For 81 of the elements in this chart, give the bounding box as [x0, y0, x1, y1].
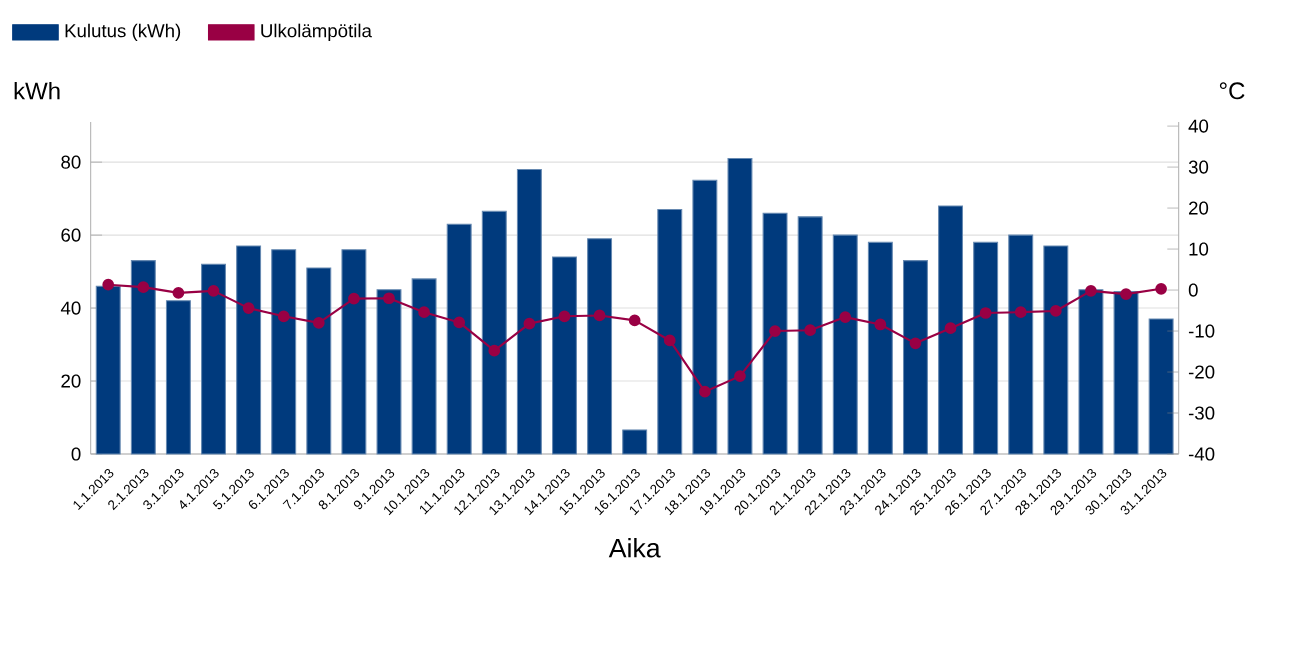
- y-axis-title: kWh: [14, 81, 60, 100]
- point: [137, 281, 150, 294]
- point: [1120, 288, 1132, 301]
- bar: [271, 249, 297, 455]
- point: [383, 292, 395, 305]
- bar: [411, 278, 437, 455]
- y2-axis-title: °C: [1219, 82, 1245, 100]
- x-axis-title: Aika: [608, 537, 661, 558]
- bar: [797, 216, 823, 455]
- y2-tick-label: 30: [1188, 160, 1209, 174]
- bar: [95, 285, 121, 455]
- bar: [902, 260, 928, 455]
- bar: [867, 241, 893, 455]
- point: [663, 334, 676, 347]
- point: [242, 302, 255, 314]
- point: [312, 316, 325, 329]
- y2-tick-label: -40: [1188, 447, 1215, 461]
- y-tick-label: 20: [61, 374, 81, 388]
- point: [979, 307, 992, 319]
- point: [804, 324, 817, 337]
- point: [207, 285, 220, 297]
- bar: [552, 256, 577, 455]
- bar: [622, 429, 648, 455]
- bar: [587, 238, 613, 455]
- bar: [1148, 318, 1174, 455]
- point: [769, 325, 781, 337]
- point: [628, 314, 641, 327]
- point: [593, 309, 606, 322]
- y-tick-label: 0: [71, 447, 81, 461]
- point: [1049, 305, 1062, 317]
- point: [1155, 282, 1167, 295]
- y2-tick-label: -10: [1188, 324, 1215, 338]
- point: [102, 278, 115, 291]
- point: [558, 310, 571, 323]
- bar: [376, 289, 402, 455]
- y-tick-label: 40: [60, 301, 81, 315]
- point: [172, 287, 185, 299]
- bar: [938, 205, 964, 455]
- y2-tick-label: 10: [1189, 242, 1209, 256]
- point: [523, 317, 536, 330]
- y2-tick-label: 20: [1189, 201, 1209, 215]
- point: [839, 311, 852, 323]
- bar: [727, 157, 753, 455]
- bar: [236, 245, 262, 455]
- point: [453, 316, 466, 329]
- y2-tick-label: 0: [1188, 283, 1198, 297]
- y2-tick-label: 40: [1188, 119, 1209, 133]
- point: [348, 292, 360, 305]
- point: [699, 385, 711, 398]
- bar: [1008, 234, 1034, 455]
- bar: [832, 234, 858, 455]
- bar: [516, 168, 542, 455]
- bar: [446, 223, 472, 455]
- bar: [1113, 291, 1139, 455]
- bar: [1043, 245, 1069, 455]
- point: [277, 310, 290, 323]
- bar: [341, 249, 367, 455]
- point: [1014, 306, 1027, 319]
- y-tick-label: 80: [61, 155, 81, 169]
- bar: [657, 209, 683, 455]
- point: [1085, 285, 1097, 297]
- bar: [165, 300, 191, 455]
- point: [874, 318, 887, 331]
- bar: [692, 179, 718, 455]
- y2-tick-label: -30: [1188, 406, 1215, 420]
- point: [488, 344, 501, 357]
- bar: [762, 212, 788, 455]
- point: [944, 322, 957, 335]
- bar: [973, 241, 999, 455]
- legend-label: Kulutus (kWh): [65, 23, 181, 42]
- point: [909, 337, 922, 350]
- bar: [306, 267, 332, 455]
- bar: [130, 260, 156, 455]
- bar: [481, 210, 507, 455]
- point: [418, 306, 430, 319]
- bar: [201, 263, 226, 455]
- bar: [1078, 289, 1104, 455]
- y2-tick-label: -20: [1188, 365, 1215, 379]
- y-tick-label: 60: [61, 228, 81, 242]
- legend-label: Ulkolämpötila: [261, 23, 372, 42]
- point: [734, 370, 746, 382]
